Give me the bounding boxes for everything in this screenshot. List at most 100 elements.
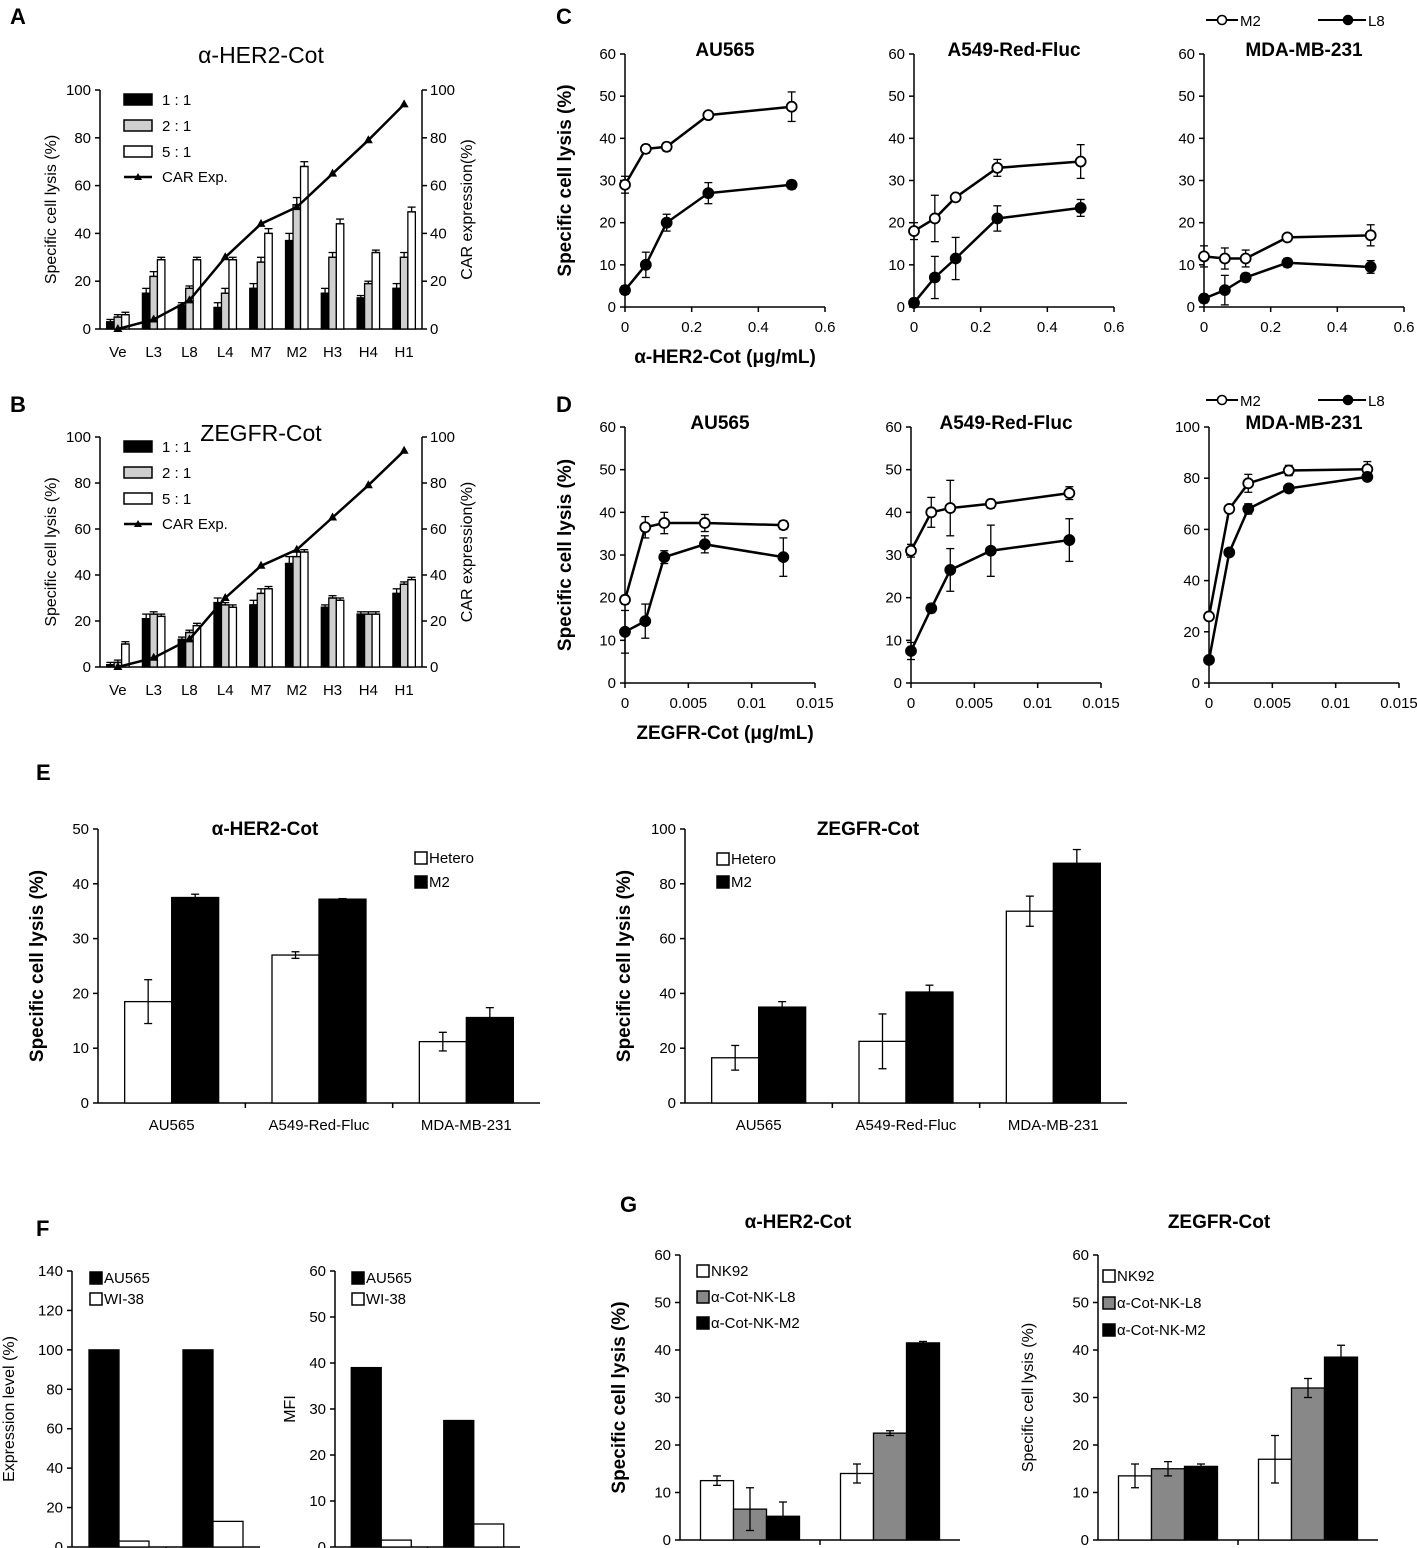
car-expression-marker [363,135,373,144]
data-point-M2 [1198,250,1210,263]
x-tick-label: 0.005 [1254,695,1292,712]
bar-M2 [318,898,367,1104]
y-tick-label: 20 [599,215,616,232]
legend-label: CAR Exp. [162,169,228,186]
x-tick-label: M7 [251,682,272,699]
x-tick-label: 0.2 [681,319,702,336]
legend-line-marker [134,173,142,180]
bar-α-Cot-NK-L8 [1150,1468,1186,1541]
car-expression-marker [113,662,123,670]
data-point-L8 [619,625,631,638]
y-tick-label: 80 [659,876,676,893]
data-point-M2 [905,544,917,557]
data-point-L8 [1063,534,1076,546]
legend-swatch [696,1264,710,1278]
x-tick-label: MDA-MB-231 [421,1117,512,1134]
bar-M2 [171,896,220,1104]
bar-M2 [465,1016,514,1104]
x-tick-label: Ve [109,344,127,361]
x-tick-label: H1 [395,682,414,699]
legend-label: α-Cot-NK-L8 [1117,1295,1202,1312]
x-tick-label: Ve [109,682,127,699]
y-tick-label: 60 [599,46,616,63]
y-tick-label: 30 [72,931,89,948]
x-tick-label: 0.015 [1082,695,1120,712]
bar-AU565 [182,1349,214,1548]
y2-axis-label: CAR expression(%) [459,482,476,622]
legend-swatch [89,1271,103,1285]
bar [228,259,238,330]
car-expression-marker [399,445,409,454]
data-point-L8 [619,284,631,297]
y-tick-label: 0 [897,299,905,316]
bar [264,588,273,668]
y-tick-label: 120 [38,1302,63,1319]
y-tick-label: 40 [599,504,616,521]
y-tick-label: 10 [1072,1485,1089,1502]
y-tick-label: 10 [599,632,616,649]
y-tick-label: 10 [888,257,905,274]
y-tick-label: 40 [599,130,616,147]
data-point-L8 [1203,654,1215,666]
panel-letter-A: A [10,4,26,29]
chart-title: AU565 [695,40,755,61]
bar-AU565 [88,1349,120,1548]
data-point-M2 [639,521,652,534]
bar [141,292,151,330]
legend-label-L8: L8 [1368,393,1385,410]
bar [356,297,366,330]
x-tick-label: 0 [1205,695,1213,712]
car-expression-marker [184,634,194,643]
bar [220,292,230,330]
x-tick-label: H4 [359,344,378,361]
bar [363,282,373,330]
data-point-M2 [1281,231,1294,244]
x-tick-label: M7 [251,344,272,361]
legend-label: 1 : 1 [162,92,191,109]
y-tick-label: 80 [74,130,91,147]
y2-tick-label: 100 [430,429,455,446]
panel-letter-C: C [556,4,572,29]
data-point-M2 [1074,155,1087,168]
bar [228,606,238,668]
data-point-M2 [1364,229,1377,242]
legend-label: M2 [429,874,450,891]
data-point-L8 [1198,292,1210,305]
y-axis-label: Expression level (%) [1,1336,18,1482]
data-point-M2 [928,212,941,225]
y-tick-label: 30 [599,547,616,564]
y-tick-label: 30 [309,1401,326,1418]
data-point-L8 [777,551,790,564]
legend-swatch [351,1292,365,1306]
bar [185,287,194,330]
bar-WI-38 [473,1523,505,1548]
car-expression-marker [149,652,159,661]
y-tick-label: 20 [1178,215,1195,232]
bar [407,578,417,668]
x-tick-label: AU565 [736,1117,782,1134]
data-point-M2 [1282,464,1295,477]
y-tick-label: 0 [83,659,91,676]
y-tick-label: 60 [659,931,676,948]
x-tick-label: 0.015 [1380,695,1417,712]
y-tick-label: 40 [659,985,676,1002]
bar-Hetero [271,954,320,1104]
data-point-L8 [991,212,1004,225]
legend-label: α-Cot-NK-M2 [1117,1322,1206,1339]
data-point-M2 [658,517,671,529]
legend-label: 5 : 1 [162,491,191,508]
legend-swatch [696,1316,710,1330]
y-tick-label: 20 [888,215,905,232]
chart-title: ZEGFR-Cot [200,420,322,446]
data-point-M2 [925,506,938,519]
panel-letter-E: E [36,760,51,785]
y-tick-label: 100 [651,821,676,838]
y-tick-label: 0 [1192,675,1200,692]
bar [299,165,309,330]
data-point-M2 [660,140,673,153]
y-tick-label: 40 [1183,573,1200,590]
y2-tick-label: 60 [430,178,447,195]
data-point-L8 [1242,503,1255,515]
bar [249,287,258,330]
